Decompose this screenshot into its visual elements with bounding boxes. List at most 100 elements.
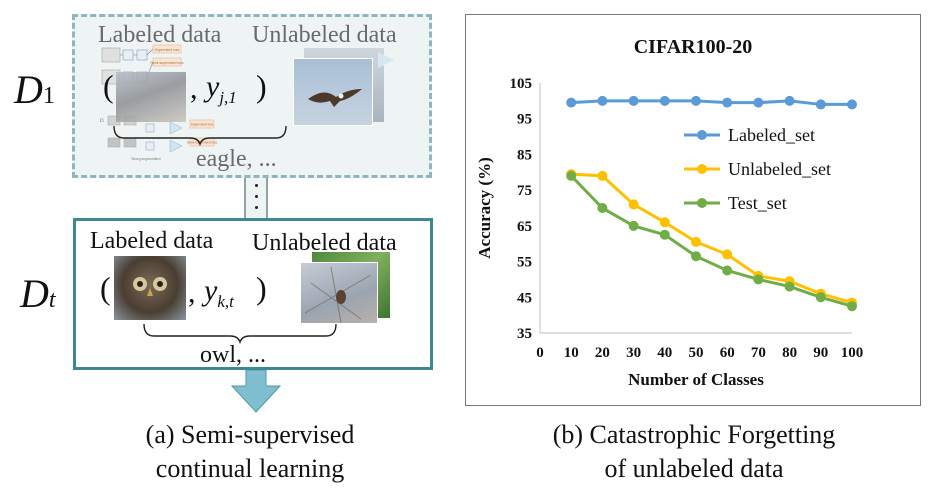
dt-pair-comma: , (188, 276, 196, 309)
d1-pair-comma: , (190, 72, 198, 105)
y-tick-label: 35 (517, 326, 532, 342)
data-point-test_set (566, 170, 577, 181)
dt-unlabeled-image-front (300, 262, 378, 324)
x-tick-label: 70 (751, 345, 766, 361)
dt-label: Dt (20, 270, 56, 317)
y-tick-label: 45 (517, 290, 532, 306)
data-point-labeled_set (847, 99, 857, 110)
data-point-labeled_set (784, 95, 795, 106)
dt-pair-label: yk,t (204, 274, 234, 312)
data-point-labeled_set (753, 97, 764, 108)
d1-y-sub: j,1 (219, 88, 237, 107)
legend-label-test_set: Test_set (728, 193, 787, 213)
data-point-labeled_set (722, 97, 733, 108)
y-axis-label: Accuracy (%) (475, 157, 494, 259)
d1-subscript: 1 (42, 83, 55, 109)
data-point-test_set (753, 274, 764, 285)
data-point-test_set (659, 229, 670, 240)
data-point-labeled_set (691, 95, 701, 106)
series-line-unlabeled_set (571, 172, 853, 305)
data-point-labeled_set (628, 95, 639, 106)
data-point-labeled_set (597, 95, 608, 106)
d1-class-text: eagle, ... (196, 146, 277, 172)
mini-label-semi: Semi-supervised loss (150, 61, 184, 65)
data-point-test_set (722, 265, 733, 276)
data-point-labeled_set (659, 95, 670, 106)
dt-labeled-title: Labeled data (90, 228, 214, 254)
dt-y: y (204, 274, 218, 307)
dt-brace (143, 323, 337, 344)
d1-labeled-title: Labeled data (98, 22, 222, 48)
d1-letter: D (14, 67, 43, 112)
down-arrow-icon (230, 370, 282, 413)
y-tick-label: 55 (517, 255, 532, 271)
dt-letter: D (20, 271, 49, 316)
d1-brace (113, 125, 287, 146)
dt-subscript: t (48, 287, 56, 313)
caption-left-line2: continual learning (155, 454, 345, 483)
accuracy-chart: CIFAR100-20 35 45 55 65 75 85 95 105 0 10 20 30 40 50 6… (475, 36, 863, 389)
x-tick-label: 60 (720, 345, 735, 361)
series-line-labeled_set (571, 99, 852, 106)
y-tick-label: 65 (517, 219, 532, 235)
d1-pair-label: yj,1 (206, 70, 237, 108)
d1-paren-close: ) (256, 68, 267, 104)
legend-swatch-marker (697, 130, 707, 140)
data-point-labeled_set (566, 97, 577, 108)
d1-paren-open: ( (103, 68, 114, 104)
y-tick-label: 75 (517, 183, 532, 199)
x-axis-label: Number of Classes (628, 370, 764, 389)
mini-label-supervised: Supervised loss (155, 48, 180, 52)
chart-frame (465, 14, 921, 406)
dt-class-text: owl, ... (200, 342, 266, 368)
data-point-unlabeled_set (628, 199, 639, 210)
x-tick-label: 80 (782, 345, 797, 361)
mini-f-box-1 (122, 49, 134, 61)
bird-in-branches-icon (304, 266, 372, 324)
owl-icon (133, 277, 167, 296)
x-tick-label: 10 (564, 345, 579, 361)
legend-label-labeled_set: Labeled_set (728, 125, 815, 145)
data-point-test_set (847, 301, 857, 312)
series-line-test_set (570, 174, 853, 308)
dt-labeled-image (114, 256, 186, 320)
d1-unlabeled-image-front (293, 58, 373, 126)
mini-f-box-2 (136, 49, 148, 61)
mini-label-aug: Strong augmentation (131, 157, 161, 161)
data-point-test_set (784, 281, 795, 292)
dt-paren-close: ) (256, 270, 267, 306)
d1-unlabeled-title: Unlabeled data (252, 22, 397, 48)
x-tick-label: 50 (689, 345, 704, 361)
legend-label-unlabeled_set: Unlabeled_set (728, 159, 831, 179)
mini-thumb-1 (101, 47, 121, 63)
d1-y: y (206, 70, 220, 103)
data-point-unlabeled_set (691, 236, 701, 247)
caption-right-line1: (b) Catastrophic Forgetting (552, 420, 836, 449)
x-tick-label: 40 (657, 345, 672, 361)
data-point-test_set (628, 220, 639, 231)
data-point-test_set (691, 251, 701, 262)
data-point-test_set (597, 203, 608, 213)
dt-paren-open: ( (100, 270, 111, 306)
data-point-unlabeled_set (659, 217, 670, 228)
mini-label-semi2: Semi-supervised loss (187, 141, 218, 145)
mini-f-triangle-2 (169, 139, 183, 153)
caption-right-line2: of unlabeled data (604, 454, 784, 483)
d1-labeled-image (116, 72, 186, 122)
y-tick-label: 95 (517, 112, 532, 128)
x-tick-label: 0 (536, 345, 544, 361)
x-tick-label: 20 (595, 345, 610, 361)
eagle-icon (308, 89, 362, 107)
x-tick-label: 30 (626, 345, 641, 361)
y-tick-label: 85 (517, 147, 532, 163)
mini-d-prefix: D (100, 119, 104, 124)
y-tick-label: 105 (510, 76, 533, 92)
data-point-test_set (815, 292, 826, 303)
data-point-unlabeled_set (597, 170, 608, 181)
x-tick-label: 90 (813, 345, 828, 361)
dt-unlabeled-title: Unlabeled data (252, 230, 397, 256)
caption-left: (a) Semi-supervised continual learning (60, 418, 440, 486)
data-point-labeled_set (815, 99, 826, 110)
caption-left-line1: (a) Semi-supervised (145, 420, 355, 449)
task-connector (244, 178, 268, 218)
